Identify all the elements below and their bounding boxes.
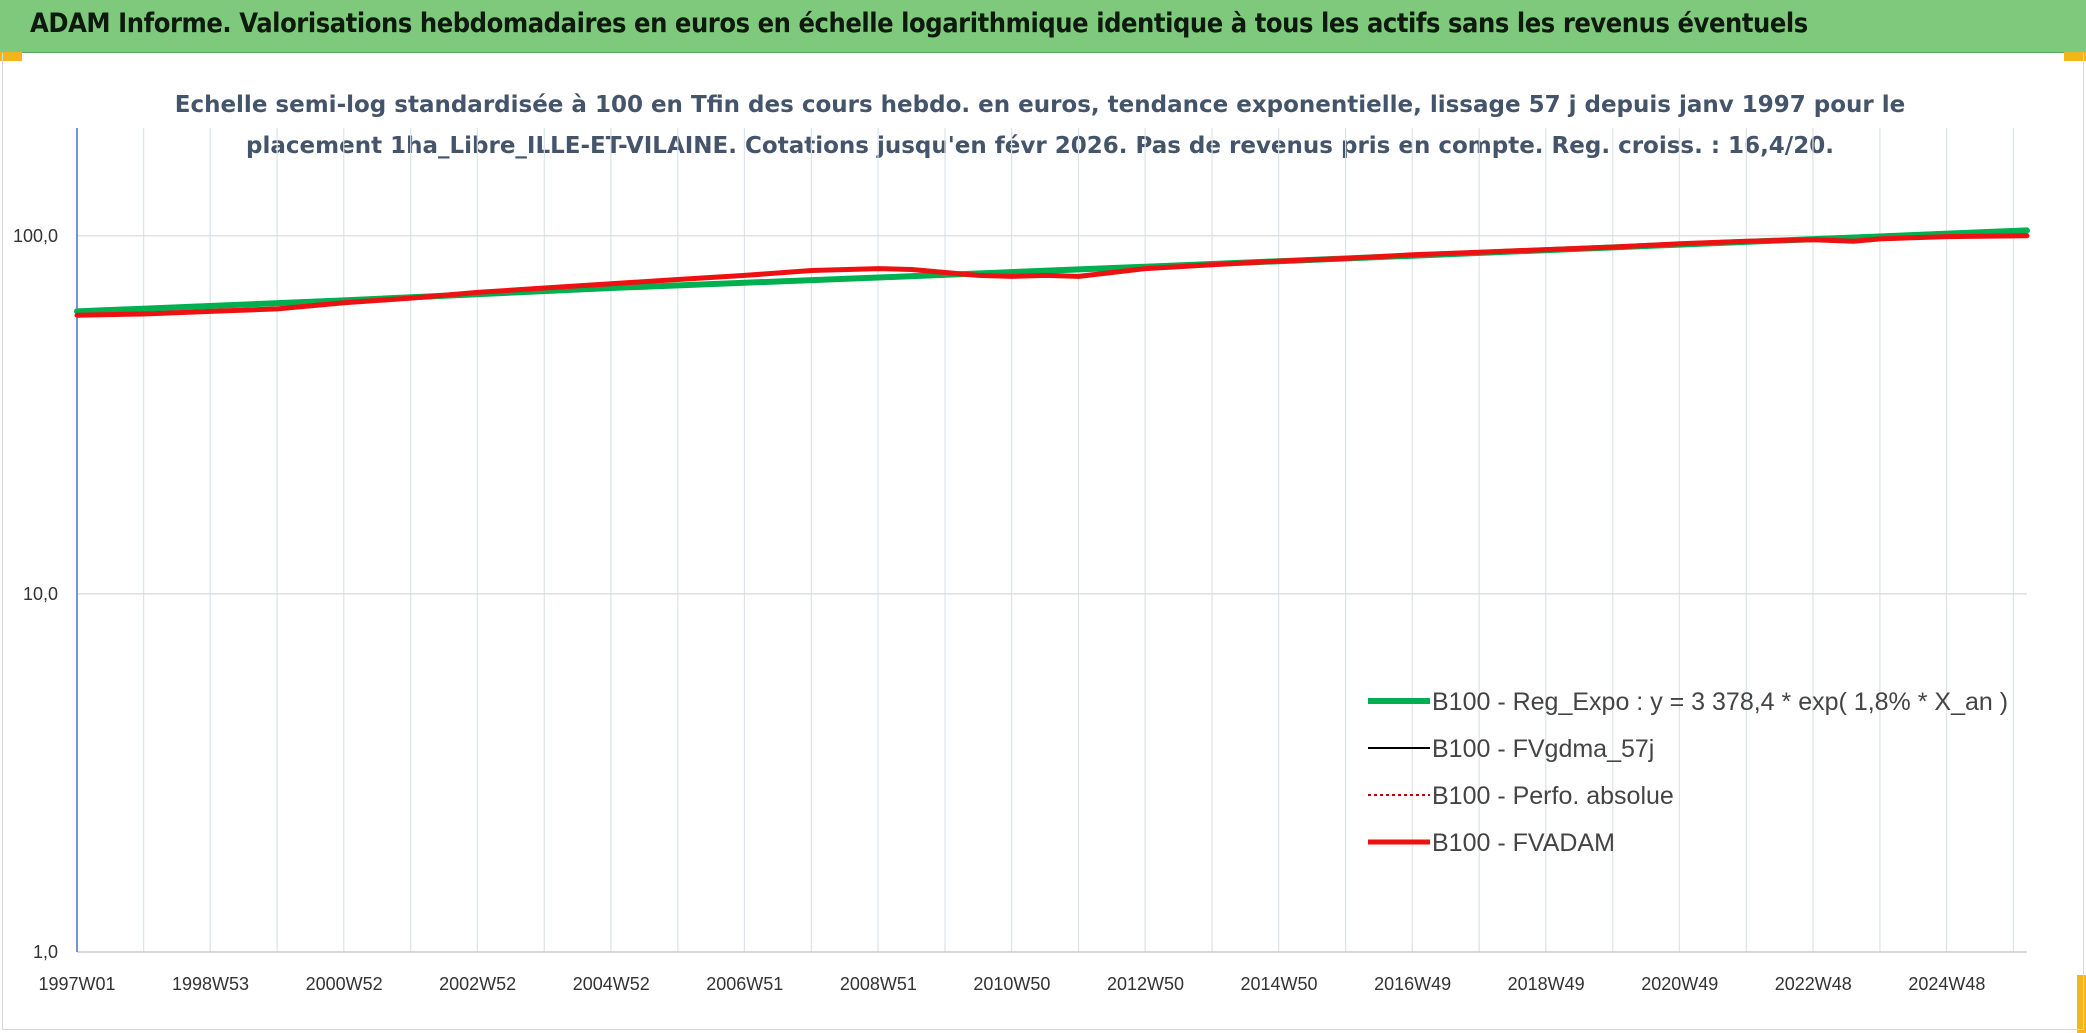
x-tick-label: 1997W01 — [38, 974, 115, 994]
report-header: ADAM Informe. Valorisations hebdomadaire… — [0, 0, 2086, 53]
chart-frame — [2, 53, 2084, 1030]
x-tick-label: 2004W52 — [573, 974, 650, 994]
x-tick-label: 1998W53 — [172, 974, 249, 994]
y-tick-label: 10,0 — [23, 584, 58, 604]
x-tick-label: 2010W50 — [973, 974, 1050, 994]
chart-subtitle: placement 1ha_Libre_ILLE-ET-VILAINE. Cot… — [246, 133, 1834, 159]
corner-accent-right — [2064, 52, 2086, 61]
series-line — [74, 233, 2030, 318]
x-tick-label: 2012W50 — [1107, 974, 1184, 994]
horizontal-gridlines — [77, 235, 2027, 953]
x-axis: 1997W01 1998W53 2000W52 2002W52 2004W52 2006W… — [38, 974, 1985, 994]
x-tick-label: 2018W49 — [1508, 974, 1585, 994]
y-tick-label: 1,0 — [33, 942, 58, 962]
report-title: ADAM Informe. Valorisations hebdomadaire… — [30, 8, 1808, 39]
x-tick-label: 2008W51 — [840, 974, 917, 994]
legend-label: B100 - Reg_Expo : y = 3 378,4 * exp( 1,8… — [1432, 688, 2008, 716]
x-tick-label: 2000W52 — [306, 974, 383, 994]
legend-label: B100 - Perfo. absolue — [1432, 782, 1674, 810]
vertical-gridlines — [143, 128, 2015, 952]
x-tick-label: 2016W49 — [1374, 974, 1451, 994]
corner-accent-left — [0, 52, 22, 61]
x-tick-label: 2024W48 — [1908, 974, 1985, 994]
y-tick-label: 100,0 — [13, 226, 58, 246]
plot-series — [74, 227, 2030, 318]
x-tick-label: 2014W50 — [1241, 974, 1318, 994]
y-axis: 1,0 10,0 100,0 — [13, 128, 78, 962]
chart-title: Echelle semi-log standardisée à 100 en T… — [175, 92, 1906, 118]
x-tick-label: 2020W49 — [1641, 974, 1718, 994]
x-tick-label: 2002W52 — [439, 974, 516, 994]
x-tick-label: 2006W51 — [706, 974, 783, 994]
x-tick-label: 2022W48 — [1775, 974, 1852, 994]
legend: B100 - Reg_Expo : y = 3 378,4 * exp( 1,8… — [1368, 688, 2008, 857]
legend-label: B100 - FVgdma_57j — [1432, 735, 1654, 763]
legend-label: B100 - FVADAM — [1432, 829, 1615, 857]
corner-accent-bottom-right — [2077, 975, 2086, 1033]
